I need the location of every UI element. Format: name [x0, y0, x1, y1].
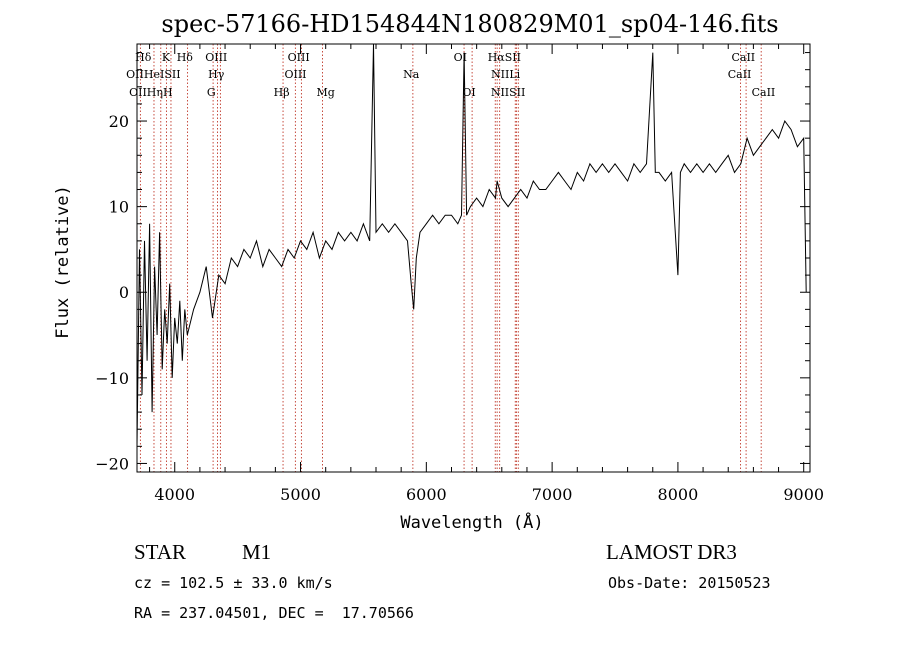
object-subclass: M1: [242, 540, 272, 564]
series-group: [136, 43, 807, 447]
x-tick-label: 8000: [658, 485, 699, 504]
line-label-group: Hδ K Hδ OIII OIII OI HαSII CaII OIIHeISII Hγ OIII N…: [126, 51, 775, 99]
y-tick-label: −10: [95, 369, 129, 388]
line-label: K: [162, 51, 171, 64]
line-label: Hβ: [274, 86, 290, 99]
line-label: OI: [454, 51, 467, 64]
object-class: STAR: [134, 540, 186, 564]
line-label: HαSII: [488, 51, 521, 64]
chart-title: spec-57166-HD154844N180829M01_sp04-146.f…: [161, 10, 778, 38]
y-axis: −20 −10 0 10 20: [95, 52, 810, 473]
line-label: Na: [403, 68, 420, 81]
x-tick-label: 4000: [154, 485, 195, 504]
x-tick-label: 7000: [532, 485, 573, 504]
line-label: NIISII: [491, 86, 526, 99]
line-label: Hγ: [208, 68, 225, 81]
line-label: NIILi: [491, 68, 521, 81]
line-label: OIII: [288, 51, 310, 64]
x-tick-label: 9000: [783, 485, 824, 504]
y-tick-label: 10: [109, 198, 129, 217]
line-label: CaII: [728, 68, 752, 81]
line-label: Hδ: [177, 51, 194, 64]
line-label: OIIHeISII: [126, 68, 180, 81]
line-label: Hδ: [135, 51, 152, 64]
line-label: OIIHηH: [129, 86, 172, 99]
x-axis-label: Wavelength (Å): [400, 511, 543, 533]
y-tick-label: 0: [119, 283, 129, 302]
x-tick-label: 5000: [280, 485, 321, 504]
y-tick-label: 20: [109, 112, 129, 131]
observation-date: Obs-Date: 20150523: [608, 574, 771, 592]
y-tick-label: −20: [95, 454, 129, 473]
line-label: OIII: [205, 51, 227, 64]
plot-frame: [136, 43, 811, 473]
line-label: CaII: [752, 86, 776, 99]
line-label: Mg: [317, 86, 335, 99]
redshift-velocity: cz = 102.5 ± 33.0 km/s: [134, 574, 333, 592]
coordinates: RA = 237.04501, DEC = 17.70566: [134, 604, 414, 622]
series-flux: [136, 43, 807, 447]
x-tick-label: 6000: [406, 485, 447, 504]
line-label: CaII: [731, 51, 755, 64]
line-label: OI: [462, 86, 475, 99]
x-axis: 4000 5000 6000 7000 8000 9000: [149, 44, 824, 504]
line-label: OIII: [284, 68, 306, 81]
emission-line-markers: [139, 44, 762, 472]
y-axis-label: Flux (relative): [53, 185, 73, 339]
survey-name: LAMOST DR3: [606, 540, 737, 564]
line-label: G: [207, 86, 216, 99]
